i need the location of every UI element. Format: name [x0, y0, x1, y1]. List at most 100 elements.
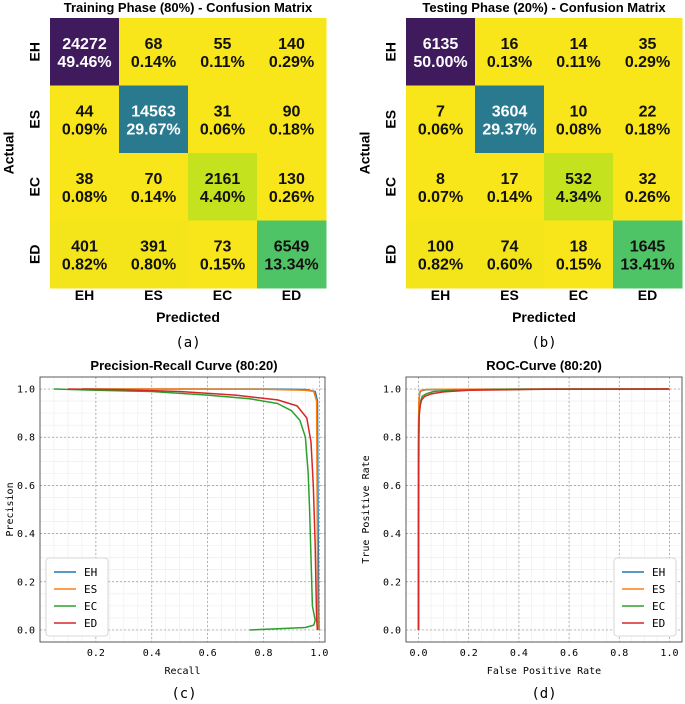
cm-train-cell-percent: 0.11% — [200, 54, 244, 71]
cm-test-cell-percent: 0.82% — [418, 256, 463, 273]
cm-test-cell-percent: 0.26% — [625, 189, 670, 206]
cm-train-ytick-label: ES — [27, 110, 43, 129]
cm-test-cell-count: 17 — [501, 171, 519, 188]
cm-train-cell — [257, 220, 327, 289]
roc-curve-title: ROC-Curve (80:20) — [486, 358, 602, 373]
cm-train-cell-count: 44 — [76, 103, 94, 120]
pr-curve-series-es — [81, 388, 319, 631]
cm-test-ylabel: Actual — [357, 132, 373, 175]
pr-curve-ytick-label: 0.6 — [17, 481, 35, 492]
cm-test-ytick-label: EC — [383, 177, 399, 196]
cm-train-cell — [188, 85, 258, 154]
cm-train-cell — [188, 220, 258, 289]
cm-test-cell — [406, 220, 476, 289]
cm-train-cell — [188, 18, 258, 86]
pr-curve-xlabel: Recall — [164, 666, 200, 677]
cm-test-cell-count: 10 — [570, 103, 588, 120]
cm-test-xtick-label: ES — [500, 287, 519, 303]
cm-test-cell — [613, 85, 683, 154]
roc-curve-ytick-label: 0.0 — [383, 625, 401, 636]
cm-test-cell-percent: 13.41% — [620, 256, 674, 273]
cm-test-caption: (b) — [531, 335, 556, 351]
cm-train-cell — [257, 18, 327, 86]
cm-test-cell-percent: 0.13% — [487, 54, 532, 71]
cm-train-cell — [50, 153, 120, 221]
pr-curve-ytick-label: 0.0 — [17, 625, 35, 636]
cm-train-cell-percent: 0.26% — [269, 189, 314, 206]
cm-train-cell-count: 6549 — [274, 238, 310, 255]
cm-test-cell — [475, 85, 545, 154]
cm-train-cell-percent: 0.09% — [62, 121, 107, 138]
cm-train-cell-percent: 49.46% — [57, 54, 111, 71]
cm-test-cell — [544, 153, 614, 221]
pr-curve-ylabel: Precision — [5, 482, 16, 536]
cm-test-cell — [544, 220, 614, 289]
cm-test-ytick-label: ED — [383, 245, 399, 264]
roc-curve-ytick-label: 0.6 — [383, 481, 401, 492]
cm-train-title: Training Phase (80%) - Confusion Matrix — [64, 0, 313, 15]
roc-curve-ytick-label: 0.8 — [383, 433, 401, 444]
roc-curve-ytick-label: 0.4 — [383, 529, 401, 540]
cm-train-cell-percent: 0.18% — [269, 121, 314, 138]
roc-curve-panel: ROC-Curve (80:20) 0.0 0.2 0.4 0.6 0.8 1.0 0.0 0.… — [361, 358, 683, 702]
cm-test-cell-percent: 0.15% — [556, 256, 601, 273]
cm-train-cell-percent: 0.29% — [269, 54, 314, 71]
cm-train-cell-percent: 0.14% — [131, 54, 176, 71]
cm-test-cell — [406, 153, 476, 221]
roc-curve-xtick-label: 0.8 — [610, 648, 628, 659]
cm-train-cell-count: 73 — [214, 238, 232, 255]
cm-train-cell — [50, 220, 120, 289]
cm-test-ytick-label: EH — [383, 42, 399, 61]
roc-curve-xlabel: False Positive Rate — [487, 666, 601, 677]
cm-train-cell-percent: 0.80% — [131, 256, 176, 273]
cm-train-cell-percent: 0.06% — [200, 121, 245, 138]
cm-train-cell-percent: 13.34% — [264, 256, 318, 273]
cm-test-ytick-label: ES — [383, 110, 399, 129]
cm-test-cell-count: 3604 — [492, 103, 528, 120]
pr-curve-series-ed — [67, 388, 319, 631]
cm-train-caption: (a) — [175, 335, 200, 351]
pr-curve-series-ec — [53, 388, 316, 631]
cm-test-cell-percent: 0.07% — [418, 189, 463, 206]
cm-train-cell-count: 401 — [71, 238, 98, 255]
cm-test-cell — [544, 18, 614, 86]
cm-train-cell-count: 24272 — [62, 36, 107, 53]
cm-train-cell — [119, 220, 189, 289]
cm-train-xtick-label: EC — [213, 287, 232, 303]
cm-train-cell-count: 14563 — [131, 103, 176, 120]
cm-train-xlabel: Predicted — [156, 309, 220, 325]
pr-curve-ytick-label: 1.0 — [17, 385, 35, 396]
cm-test-title: Testing Phase (20%) - Confusion Matrix — [422, 0, 666, 15]
roc-curve-ytick-label: 0.2 — [383, 577, 401, 588]
cm-test-cell — [475, 153, 545, 221]
pr-curve-xtick-label: 0.8 — [254, 648, 272, 659]
cm-test-xtick-label: EH — [431, 287, 450, 303]
cm-train-cell — [257, 85, 327, 154]
cm-test-cell — [406, 18, 476, 86]
cm-train-cell-percent: 4.40% — [200, 189, 245, 206]
cm-train-cell — [119, 18, 189, 86]
cm-train-xtick-label: ED — [282, 287, 301, 303]
cm-test-cell-count: 16 — [501, 36, 519, 53]
pr-curve-xtick-label: 0.6 — [199, 648, 217, 659]
cm-test-xlabel: Predicted — [512, 309, 576, 325]
cm-train-cell-percent: 0.82% — [62, 256, 107, 273]
roc-curve-legend-label: ED — [652, 617, 665, 630]
cm-train-cell-count: 2161 — [205, 171, 241, 188]
cm-train-ytick-label: EC — [27, 177, 43, 196]
cm-test-xtick-label: ED — [638, 287, 657, 303]
cm-test-cell-count: 18 — [570, 238, 588, 255]
cm-train-cell — [119, 153, 189, 221]
roc-curve-legend-label: ES — [652, 583, 665, 596]
cm-test-cell-count: 14 — [570, 36, 588, 53]
cm-train-cell-count: 90 — [283, 103, 301, 120]
roc-curve-plot-frame — [405, 376, 683, 643]
cm-train-cell-count: 70 — [145, 171, 163, 188]
pr-curve-title: Precision-Recall Curve (80:20) — [90, 358, 277, 373]
pr-curve-ytick-label: 0.8 — [17, 433, 35, 444]
pr-curve-ytick-label: 0.2 — [17, 577, 35, 588]
cm-test-xtick-label: EC — [569, 287, 588, 303]
cm-train-panel: Training Phase (80%) - Confusion Matrix 2… — [1, 0, 327, 351]
cm-train-xtick-label: ES — [144, 287, 163, 303]
